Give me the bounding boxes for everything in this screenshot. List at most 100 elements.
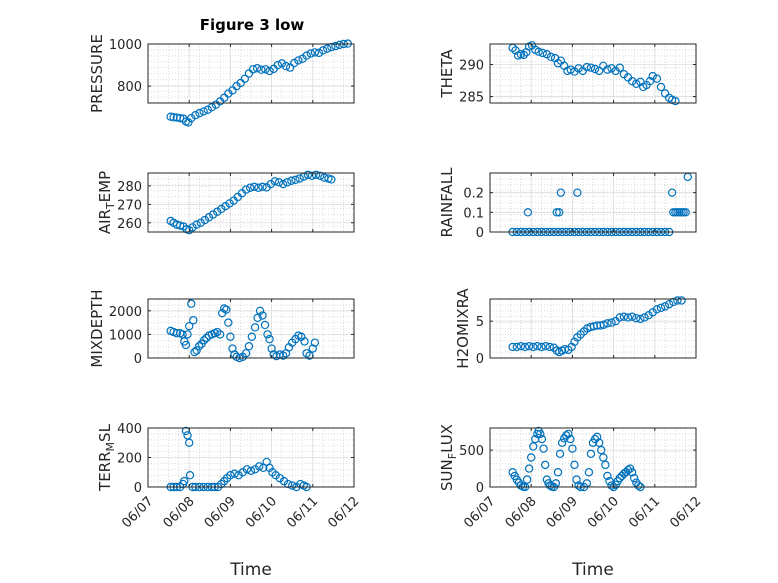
data-point <box>524 464 534 473</box>
data-point <box>556 188 566 197</box>
y-tick-label: 500 <box>459 444 484 459</box>
data-point <box>261 65 270 74</box>
data-point <box>295 174 304 183</box>
data-point <box>597 445 606 455</box>
data-point <box>203 105 212 114</box>
data-point <box>627 468 637 477</box>
data-point <box>283 479 293 489</box>
data-point <box>310 48 320 57</box>
data-point <box>527 453 536 462</box>
data-point <box>241 349 251 358</box>
data-point <box>180 476 189 486</box>
data-point <box>681 208 690 217</box>
y-axis-label: H2OMIXRA <box>454 288 472 369</box>
data-point <box>529 442 538 451</box>
data-point <box>512 342 521 352</box>
y-axis-label: MIXDEPTH <box>88 289 106 367</box>
data-point <box>607 64 616 73</box>
data-point <box>632 79 641 88</box>
data-point <box>290 58 299 68</box>
data-point <box>175 221 185 230</box>
data-point <box>254 183 263 192</box>
data-point <box>531 434 540 444</box>
data-point <box>331 41 340 51</box>
data-point <box>230 469 239 478</box>
data-point <box>204 213 214 222</box>
data-point <box>283 178 292 187</box>
data-point <box>552 208 561 217</box>
axes-box <box>489 298 697 359</box>
data-point <box>627 76 637 86</box>
data-point <box>278 179 288 189</box>
data-point <box>636 314 645 324</box>
data-point <box>213 207 222 216</box>
y-tick-label: 290 <box>459 59 484 74</box>
data-point <box>677 296 686 305</box>
data-point <box>308 344 317 353</box>
data-point <box>242 465 252 474</box>
data-point <box>187 299 196 308</box>
data-point <box>555 449 565 459</box>
data-point <box>266 179 275 189</box>
data-point <box>549 343 559 352</box>
data-point <box>257 65 266 74</box>
data-point <box>553 468 563 477</box>
data-point <box>607 318 616 327</box>
data-point <box>534 47 543 56</box>
data-point <box>225 199 234 208</box>
data-point <box>318 46 328 55</box>
data-point <box>586 449 596 459</box>
data-point <box>323 44 332 53</box>
data-point <box>541 342 550 351</box>
data-point <box>660 302 670 311</box>
x-axis-label: Time <box>229 560 272 580</box>
data-point <box>310 338 320 347</box>
data-point <box>184 321 194 331</box>
data-point <box>537 434 547 444</box>
data-point <box>188 223 197 232</box>
y-tick-label: 1000 <box>109 38 142 53</box>
data-point <box>542 50 552 59</box>
data-point <box>652 305 662 314</box>
panel-terr_msl: 06/07 06/08 06/09 06/10 06/11 06/12 0 200 400TER… <box>96 422 362 580</box>
data-point <box>603 471 612 481</box>
data-point <box>247 332 257 341</box>
data-point <box>665 299 674 309</box>
data-point <box>584 468 594 477</box>
data-point <box>524 342 534 351</box>
data-point <box>529 342 538 352</box>
data-point <box>538 48 547 58</box>
data-point <box>250 182 259 192</box>
data-point <box>652 74 662 83</box>
data-point <box>302 51 311 60</box>
data-point <box>184 438 194 447</box>
data-point <box>307 171 317 180</box>
data-point <box>648 71 657 81</box>
data-point <box>615 63 624 72</box>
data-point <box>258 182 267 192</box>
data-point <box>192 346 201 355</box>
data-point <box>306 49 315 58</box>
y-tick-label: 200 <box>117 452 142 467</box>
data-point <box>335 40 344 50</box>
x-tick-label: 06/10 <box>585 494 622 531</box>
data-point <box>519 50 528 60</box>
data-point <box>599 320 608 330</box>
data-point <box>265 463 274 473</box>
data-point <box>594 66 604 76</box>
data-point <box>245 183 255 192</box>
y-tick-label: 285 <box>459 91 484 106</box>
data-point <box>196 218 205 227</box>
x-tick-label: 06/11 <box>626 494 663 531</box>
x-tick-label: 06/12 <box>667 494 704 531</box>
data-point <box>273 60 282 70</box>
data-point <box>570 460 579 470</box>
data-point <box>224 318 233 327</box>
data-point <box>217 204 226 214</box>
y-axis-label: AIRTEMP <box>96 171 117 234</box>
data-point <box>555 208 564 217</box>
data-point <box>277 59 287 68</box>
